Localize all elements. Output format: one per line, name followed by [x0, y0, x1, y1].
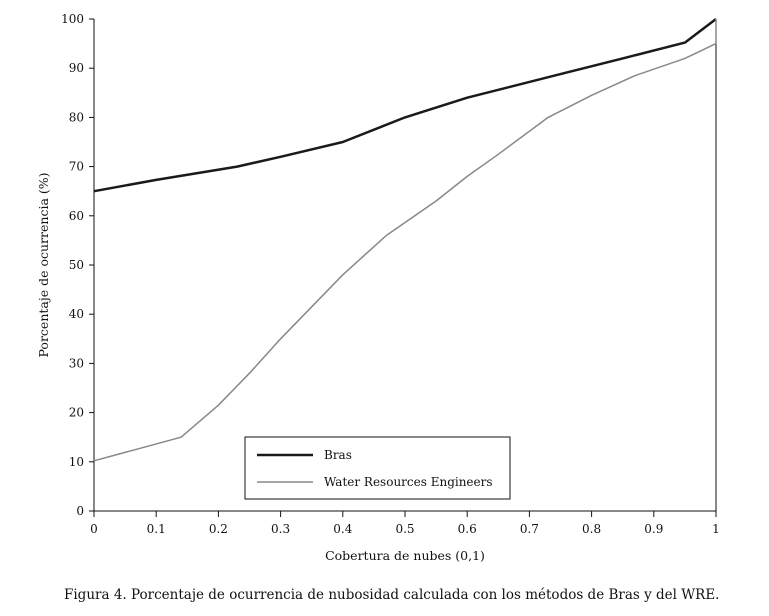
x-tick-label: 0.5 — [395, 522, 414, 536]
y-axis-title: Porcentaje de ocurrencia (%) — [36, 173, 51, 358]
x-tick-label: 0.9 — [644, 522, 663, 536]
y-tick-label: 70 — [69, 160, 84, 174]
legend-box — [244, 436, 511, 500]
x-tick-label: 0.1 — [147, 522, 166, 536]
figure-caption: Figura 4. Porcentaje de ocurrencia de nu… — [64, 587, 720, 603]
series-line-bras — [93, 18, 717, 193]
x-axis-ticks: 0 0.1 0.2 0.3 0.4 0.5 0.6 0.7 0.8 0.9 1 — [90, 511, 720, 536]
series-line-wre — [93, 19, 717, 462]
y-tick-label: 60 — [69, 209, 84, 223]
x-tick-label: 0 — [90, 522, 98, 536]
x-tick-label: 1 — [712, 522, 720, 536]
y-tick-label: 10 — [69, 455, 84, 469]
x-axis-title: Cobertura de nubes (0,1) — [325, 548, 485, 563]
x-tick-label: 0.3 — [271, 522, 290, 536]
legend-label-wre: Water Resources Engineers — [324, 475, 493, 489]
y-tick-label: 40 — [69, 307, 84, 321]
series-layer — [93, 18, 717, 462]
y-tick-label: 0 — [76, 504, 84, 518]
legend: Bras Water Resources Engineers — [244, 436, 511, 500]
x-tick-label: 0.7 — [520, 522, 539, 536]
x-tick-label: 0.2 — [209, 522, 228, 536]
x-tick-label: 0.4 — [333, 522, 352, 536]
y-tick-label: 20 — [69, 406, 84, 420]
legend-label-bras: Bras — [324, 448, 352, 462]
y-tick-label: 50 — [69, 258, 84, 272]
y-axis-ticks: 0 10 20 30 40 50 60 70 80 90 100 — [61, 12, 94, 518]
x-tick-label: 0.8 — [582, 522, 601, 536]
x-tick-label: 0.6 — [458, 522, 477, 536]
y-tick-label: 30 — [69, 356, 84, 370]
y-tick-label: 100 — [61, 12, 84, 26]
y-tick-label: 90 — [69, 61, 84, 75]
y-tick-label: 80 — [69, 110, 84, 124]
